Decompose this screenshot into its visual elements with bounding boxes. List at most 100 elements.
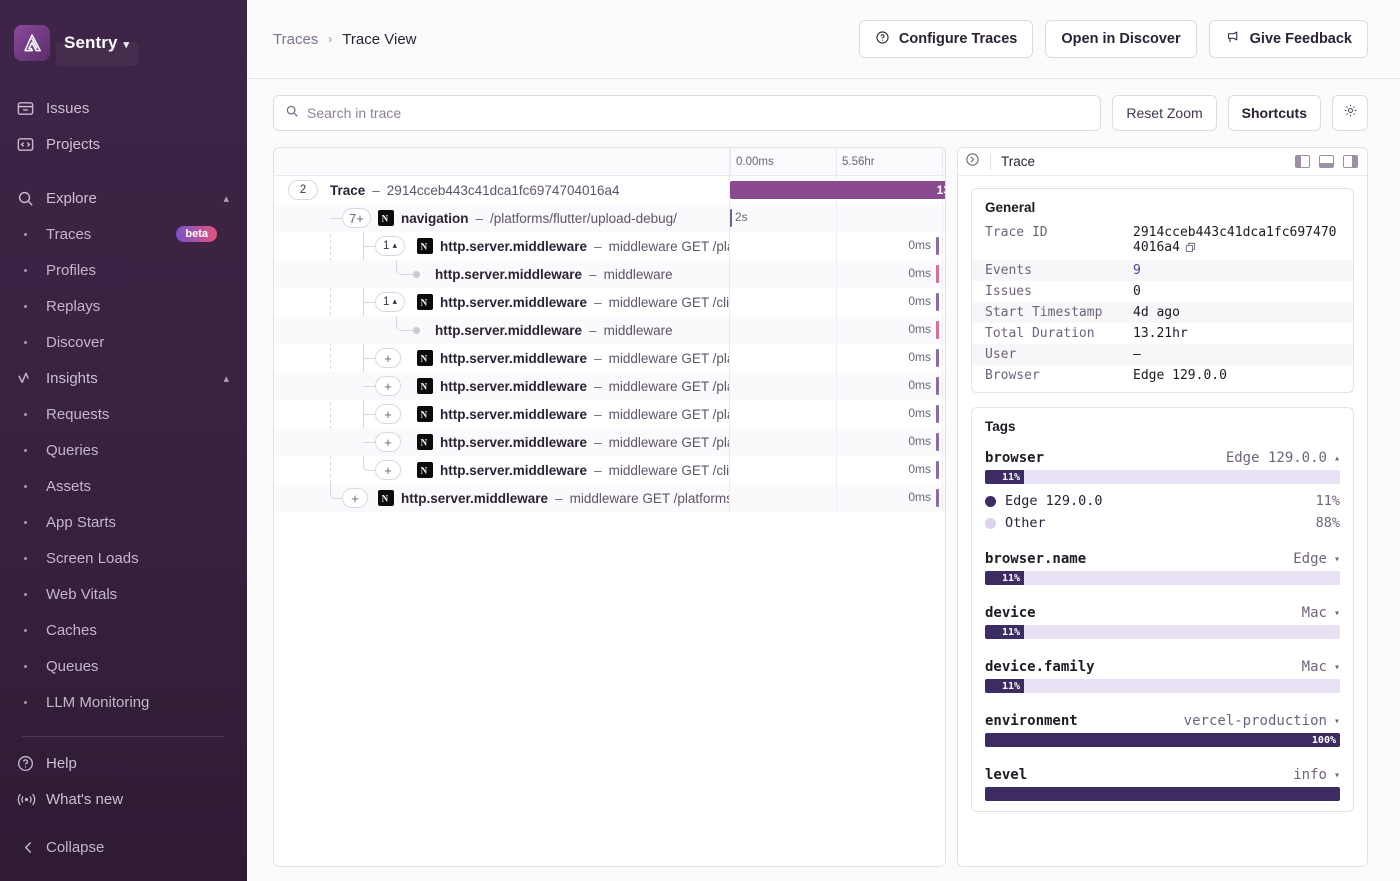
- settings-button[interactable]: [1332, 95, 1368, 131]
- org-switcher[interactable]: Sentry ▾: [64, 33, 129, 53]
- sidebar-item-insights[interactable]: Insights ▴: [0, 360, 247, 396]
- give-feedback-button[interactable]: Give Feedback: [1208, 20, 1368, 58]
- span-bar[interactable]: [936, 237, 939, 255]
- tag-header[interactable]: environment vercel-production ▾: [985, 713, 1340, 729]
- table-row[interactable]: + N http.server.middleware – middleware …: [274, 456, 945, 484]
- row-timeline[interactable]: 0ms: [730, 316, 945, 344]
- row-timeline[interactable]: 0ms: [730, 260, 945, 288]
- open-in-discover-button[interactable]: Open in Discover: [1045, 20, 1197, 58]
- sidebar-item-replays[interactable]: Replays: [0, 288, 247, 324]
- span-bar[interactable]: [936, 405, 939, 423]
- row-timeline[interactable]: 0ms: [730, 232, 945, 260]
- copy-icon[interactable]: [1185, 242, 1196, 257]
- tag-header[interactable]: device Mac ▾: [985, 605, 1340, 621]
- svg-text:N: N: [421, 381, 428, 391]
- row-timeline[interactable]: 0ms: [730, 372, 945, 400]
- layout-right-icon[interactable]: [1343, 155, 1358, 168]
- shortcuts-button[interactable]: Shortcuts: [1227, 95, 1321, 131]
- row-timeline[interactable]: 0ms: [730, 288, 945, 316]
- chevron-down-icon[interactable]: ▾: [1333, 607, 1340, 619]
- sidebar-item-screen-loads[interactable]: Screen Loads: [0, 540, 247, 576]
- sidebar-item-discover[interactable]: Discover: [0, 324, 247, 360]
- row-collapse-badge[interactable]: 1 ▴: [375, 292, 405, 312]
- row-timeline[interactable]: 0ms: [730, 428, 945, 456]
- chevron-down-icon[interactable]: ▾: [1333, 661, 1340, 673]
- sidebar-item-assets[interactable]: Assets: [0, 468, 247, 504]
- tag-header[interactable]: browser Edge 129.0.0 ▴: [985, 450, 1340, 466]
- sidebar-item-issues[interactable]: Issues: [0, 90, 247, 126]
- table-row[interactable]: 2 Trace – 2914cceb443c41dca1fc6974704016…: [274, 176, 945, 204]
- span-bar[interactable]: 13.21h: [730, 181, 945, 199]
- broadcast-icon: [16, 790, 46, 809]
- row-timeline[interactable]: 13.21h: [730, 176, 945, 204]
- layout-bottom-icon[interactable]: [1319, 155, 1334, 168]
- table-row[interactable]: 1 ▴ N http.server.middleware – middleware…: [274, 232, 945, 260]
- sentry-logo-icon[interactable]: [14, 25, 50, 61]
- row-timeline[interactable]: 0ms: [730, 484, 945, 512]
- row-timeline[interactable]: 0ms: [730, 344, 945, 372]
- sidebar-item-web-vitals[interactable]: Web Vitals: [0, 576, 247, 612]
- row-expand-badge[interactable]: +: [375, 376, 401, 396]
- reset-zoom-button[interactable]: Reset Zoom: [1112, 95, 1217, 131]
- breadcrumb-traces[interactable]: Traces: [273, 30, 319, 48]
- span-bar[interactable]: [936, 293, 939, 311]
- span-bar[interactable]: [936, 377, 939, 395]
- row-count-badge[interactable]: 2: [288, 180, 318, 200]
- row-expand-badge[interactable]: +: [375, 460, 401, 480]
- row-expand-badge[interactable]: +: [342, 488, 368, 508]
- search-box[interactable]: [273, 95, 1102, 131]
- chevron-down-icon[interactable]: ▾: [1333, 553, 1340, 565]
- tag-header[interactable]: browser.name Edge ▾: [985, 551, 1340, 567]
- row-expand-badge[interactable]: 7+: [342, 208, 371, 228]
- row-expand-badge[interactable]: +: [375, 432, 401, 452]
- table-row[interactable]: + N http.server.middleware – middleware …: [274, 400, 945, 428]
- sidebar-item-traces[interactable]: Traces beta: [0, 216, 247, 252]
- table-row[interactable]: 1 ▴ N http.server.middleware – middleware…: [274, 288, 945, 316]
- table-row[interactable]: + N http.server.middleware – middleware …: [274, 484, 945, 512]
- detail-row-browser: Browser Edge 129.0.0: [972, 365, 1353, 392]
- timeline-ruler[interactable]: 0.00ms 5.56hr 11.11hr: [730, 148, 945, 176]
- sidebar-item-llm-monitoring[interactable]: LLM Monitoring: [0, 684, 247, 720]
- sidebar-item-app-starts[interactable]: App Starts: [0, 504, 247, 540]
- row-collapse-badge[interactable]: 1 ▴: [375, 236, 405, 256]
- span-bar[interactable]: [730, 209, 732, 227]
- row-timeline[interactable]: 0ms: [730, 456, 945, 484]
- row-timeline[interactable]: 2s: [730, 204, 945, 232]
- tag-header[interactable]: level info ▾: [985, 767, 1340, 783]
- table-row[interactable]: + N http.server.middleware – middleware …: [274, 428, 945, 456]
- sidebar-item-queries[interactable]: Queries: [0, 432, 247, 468]
- sidebar-item-projects[interactable]: Projects: [0, 126, 247, 162]
- configure-traces-button[interactable]: Configure Traces: [858, 20, 1034, 58]
- sidebar-item-requests[interactable]: Requests: [0, 396, 247, 432]
- svg-text:N: N: [382, 493, 389, 503]
- sidebar-item-explore[interactable]: Explore ▴: [0, 180, 247, 216]
- span-bar[interactable]: [936, 349, 939, 367]
- sidebar-item-whats-new[interactable]: What's new: [0, 781, 247, 817]
- table-row[interactable]: + N http.server.middleware – middleware …: [274, 372, 945, 400]
- chevron-up-icon[interactable]: ▴: [1333, 452, 1340, 464]
- chevron-down-icon[interactable]: ▾: [1333, 769, 1340, 781]
- sidebar-item-profiles[interactable]: Profiles: [0, 252, 247, 288]
- span-bar[interactable]: [936, 489, 939, 507]
- row-expand-badge[interactable]: +: [375, 404, 401, 424]
- row-value[interactable]: 9: [1133, 263, 1141, 278]
- span-bar[interactable]: [936, 461, 939, 479]
- table-row[interactable]: 7+ N navigation – /platforms/flutter/upl…: [274, 204, 945, 232]
- table-row[interactable]: + N http.server.middleware – middleware …: [274, 344, 945, 372]
- row-expand-badge[interactable]: +: [375, 348, 401, 368]
- chevron-down-icon[interactable]: ▾: [1333, 715, 1340, 727]
- span-bar[interactable]: [936, 321, 939, 339]
- span-bar[interactable]: [936, 265, 939, 283]
- sidebar-collapse-button[interactable]: Collapse: [0, 827, 247, 867]
- span-bar[interactable]: [936, 433, 939, 451]
- row-timeline[interactable]: 0ms: [730, 400, 945, 428]
- sidebar-item-caches[interactable]: Caches: [0, 612, 247, 648]
- search-input[interactable]: [307, 105, 1090, 121]
- tag-header[interactable]: device.family Mac ▾: [985, 659, 1340, 675]
- table-row[interactable]: http.server.middleware – middleware 0ms: [274, 260, 945, 288]
- sidebar-item-help[interactable]: Help: [0, 745, 247, 781]
- sidebar-item-queues[interactable]: Queues: [0, 648, 247, 684]
- table-row[interactable]: http.server.middleware – middleware 0ms: [274, 316, 945, 344]
- chevron-right-circle-icon[interactable]: [965, 152, 980, 172]
- layout-left-icon[interactable]: [1295, 155, 1310, 168]
